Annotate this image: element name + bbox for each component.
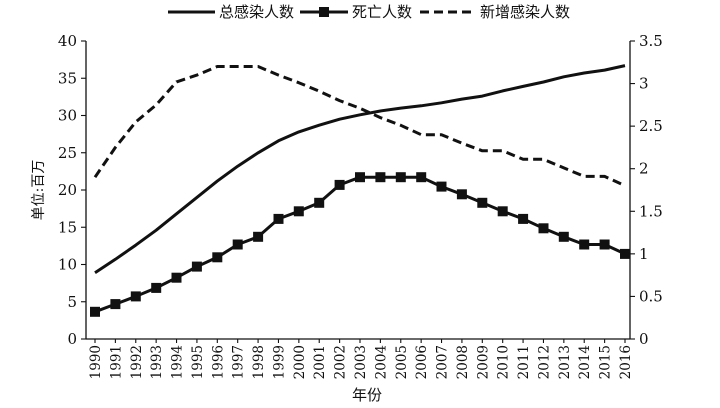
right-tick-label: 0	[639, 330, 649, 348]
death-marker	[171, 272, 182, 283]
death-marker	[375, 172, 386, 183]
left-tick-label: 35	[58, 69, 77, 87]
death-marker	[538, 223, 549, 234]
death-marker	[253, 231, 264, 242]
death-marker	[620, 248, 630, 259]
x-tick-label: 2014	[577, 345, 593, 379]
x-tick-label: 2008	[455, 345, 471, 379]
x-tick-label: 1997	[231, 345, 247, 379]
x-tick-label: 2011	[516, 345, 532, 379]
left-tick-label: 15	[58, 218, 77, 236]
death-marker	[416, 172, 427, 183]
death-marker	[477, 197, 488, 208]
legend-label-total: 总感染人数	[219, 3, 294, 21]
x-tick-label: 1995	[190, 345, 206, 379]
x-tick-label: 2006	[414, 345, 430, 379]
left-tick-label: 40	[58, 32, 77, 50]
death-marker	[191, 261, 202, 272]
death-marker	[395, 172, 406, 183]
x-tick-label: 1992	[129, 345, 145, 379]
death-marker	[293, 206, 304, 217]
death-marker	[212, 252, 223, 263]
left-tick-label: 5	[67, 293, 77, 311]
death-marker	[130, 291, 141, 302]
x-tick-label: 2004	[373, 345, 389, 379]
x-tick-label: 2007	[435, 345, 451, 379]
x-tick-label: 2015	[598, 345, 614, 379]
x-tick-label: 2001	[312, 345, 328, 379]
death-marker	[314, 197, 325, 208]
legend-marker-deaths	[319, 7, 329, 17]
right-tick-label: 3	[639, 75, 649, 93]
series-line-1	[94, 175, 626, 314]
left-tick-label: 20	[58, 181, 77, 199]
legend-label-deaths: 死亡人数	[352, 3, 412, 21]
death-marker	[518, 213, 529, 224]
left-tick-label: 10	[58, 256, 77, 274]
x-tick-label: 2000	[292, 345, 308, 379]
x-tick-label: 1998	[251, 345, 267, 379]
x-axis-label: 年份	[352, 386, 382, 404]
death-marker	[579, 239, 590, 250]
death-marker	[90, 306, 100, 317]
death-marker	[273, 213, 284, 224]
right-tick-label: 1.5	[639, 202, 663, 220]
right-tick-label: 0.5	[639, 287, 663, 305]
x-tick-label: 1993	[149, 345, 165, 379]
x-tick-label: 2009	[475, 345, 491, 379]
axes: 0 5 10 15 20 25 30 35 40 0 0.5 1 1.5 2 2.5 3 3.5 1990 1991…	[58, 32, 663, 379]
series-line-2	[93, 65, 626, 188]
series-layer	[90, 64, 630, 317]
death-marker	[334, 179, 345, 190]
x-tick-label: 2005	[394, 345, 410, 379]
death-marker	[436, 181, 447, 192]
x-tick-label: 2012	[536, 345, 552, 379]
x-tick-label: 1990	[88, 345, 104, 379]
x-tick-label: 2016	[618, 345, 634, 379]
left-tick-label: 0	[67, 330, 77, 348]
death-marker	[558, 231, 569, 242]
death-marker	[456, 189, 467, 200]
y-axis-label: 单位:百万	[31, 160, 47, 221]
right-tick-label: 1	[639, 245, 649, 263]
series-line-0	[94, 64, 626, 274]
legend-label-new: 新增感染人数	[480, 3, 570, 21]
x-tick-label: 1996	[210, 345, 226, 379]
x-tick-label: 1994	[170, 345, 186, 379]
left-tick-label: 25	[58, 144, 77, 162]
x-tick-label: 2003	[353, 345, 369, 379]
legend: 总感染人数 死亡人数 新增感染人数	[168, 3, 570, 21]
left-tick-label: 30	[58, 107, 77, 125]
x-tick-label: 1999	[271, 345, 287, 379]
death-marker	[232, 239, 243, 250]
death-marker	[151, 282, 162, 293]
death-marker	[110, 299, 121, 310]
x-tick-label: 2002	[333, 345, 349, 379]
death-marker	[599, 239, 610, 250]
x-tick-label: 1991	[108, 345, 124, 379]
death-marker	[497, 206, 508, 217]
x-tick-label: 2010	[496, 345, 512, 379]
x-tick-label: 2013	[557, 345, 573, 379]
right-tick-label: 2.5	[639, 117, 663, 135]
right-tick-label: 3.5	[639, 32, 663, 50]
death-marker	[355, 172, 365, 183]
right-tick-label: 2	[639, 160, 649, 178]
